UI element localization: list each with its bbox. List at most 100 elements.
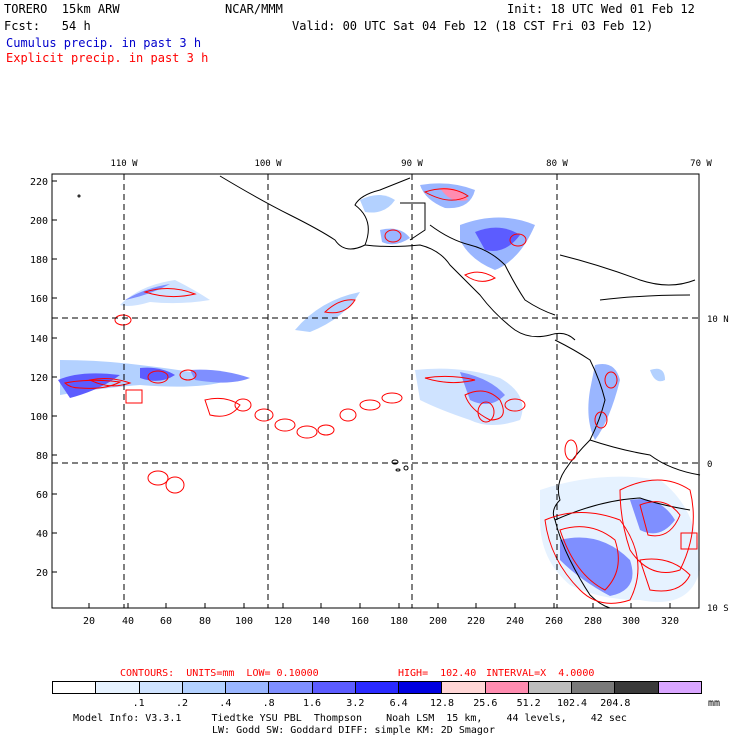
shade-region bbox=[190, 369, 250, 383]
contour-high: HIGH= 102.40 bbox=[398, 668, 477, 679]
x-tick-label: 320 bbox=[661, 616, 679, 627]
contour-line bbox=[504, 398, 526, 412]
colorbar-label: 12.8 bbox=[429, 698, 455, 709]
lon-label: 100 W bbox=[254, 159, 282, 169]
cumulus-legend: Cumulus precip. in past 3 h bbox=[6, 36, 202, 50]
colorbar-cell bbox=[399, 682, 443, 693]
shade-region bbox=[475, 227, 520, 251]
coastline-central-america-east bbox=[429, 224, 556, 316]
contour-line bbox=[114, 314, 132, 326]
contour-line bbox=[619, 479, 694, 573]
shade-region bbox=[415, 368, 523, 425]
contour-line bbox=[147, 370, 169, 384]
coastline-mexico bbox=[219, 175, 411, 250]
colorbar-cell bbox=[615, 682, 659, 693]
contour-line bbox=[477, 401, 495, 423]
model-title: TORERO 15km ARW bbox=[4, 2, 120, 16]
x-tick-label: 240 bbox=[506, 616, 524, 627]
colorbar-label: .1 bbox=[132, 698, 145, 709]
contour-line bbox=[254, 408, 274, 422]
contour-line bbox=[323, 299, 356, 314]
colorbar-label: .2 bbox=[175, 698, 189, 709]
x-tick-label: 260 bbox=[545, 616, 563, 627]
colorbar-label: 1.6 bbox=[302, 698, 322, 709]
shade-region bbox=[58, 373, 120, 398]
colorbar-cell bbox=[355, 682, 400, 693]
contour-line bbox=[339, 408, 357, 422]
colorbar bbox=[52, 681, 702, 694]
x-tick-label: 200 bbox=[429, 616, 447, 627]
x-tick-label: 180 bbox=[390, 616, 408, 627]
contour-line bbox=[564, 439, 578, 461]
y-tick-label: 120 bbox=[30, 373, 48, 384]
lat-lon-grid bbox=[52, 174, 699, 608]
explicit-legend: Explicit precip. in past 3 h bbox=[6, 51, 209, 65]
x-tick-label: 100 bbox=[235, 616, 253, 627]
contour-line bbox=[179, 369, 197, 381]
x-tick-label: 40 bbox=[122, 616, 134, 627]
precip-shading bbox=[58, 183, 700, 602]
colorbar-cell bbox=[96, 682, 140, 693]
y-tick-label: 220 bbox=[30, 177, 48, 188]
model-physics: LW: Godd SW: Goddard DIFF: simple KM: 2D… bbox=[212, 725, 495, 736]
colorbar-cell bbox=[139, 682, 183, 693]
x-tick-label: 80 bbox=[199, 616, 211, 627]
colorbar-unit: mm bbox=[707, 698, 721, 709]
contour-line bbox=[594, 411, 608, 429]
contour-line bbox=[384, 229, 402, 243]
lat-label: 0 bbox=[707, 460, 712, 470]
contour-interval: INTERVAL=X 4.0000 bbox=[486, 668, 595, 679]
org-label: NCAR/MMM bbox=[225, 2, 283, 16]
contour-line bbox=[359, 399, 381, 411]
contour-line bbox=[234, 398, 252, 412]
contour-line bbox=[464, 271, 496, 282]
colorbar-cell bbox=[528, 682, 573, 693]
lon-label: 70 W bbox=[690, 159, 712, 169]
coastline-colombia bbox=[554, 339, 606, 471]
colorbar-label: 25.6 bbox=[473, 698, 498, 709]
y-tick-label: 40 bbox=[36, 529, 48, 540]
coastline-ecuador bbox=[552, 469, 571, 561]
clipperton bbox=[77, 194, 81, 198]
contour-line bbox=[424, 375, 476, 384]
shade-region bbox=[140, 367, 175, 381]
shade-region bbox=[440, 187, 468, 201]
y-tick-label: 100 bbox=[30, 412, 48, 423]
plot-frame bbox=[51, 173, 700, 609]
coastline-yucatan bbox=[400, 202, 426, 241]
forecast-hour: Fcst: 54 h bbox=[4, 19, 91, 33]
coastlines bbox=[77, 175, 701, 609]
model-info: Model Info: V3.3.1 Tiedtke YSU PBL Thomp… bbox=[73, 713, 627, 724]
colorbar-label: 6.4 bbox=[389, 698, 408, 709]
tick-marks bbox=[52, 180, 671, 608]
contour-line bbox=[423, 188, 469, 201]
contour-line bbox=[296, 425, 318, 439]
contour-line bbox=[165, 476, 185, 494]
colorbar-cell bbox=[572, 682, 616, 693]
contour-line bbox=[147, 470, 169, 486]
contour-units: CONTOURS: UNITS=mm LOW= 0.10000 bbox=[120, 668, 319, 679]
contour-line bbox=[639, 501, 681, 537]
y-tick-label: 200 bbox=[30, 216, 48, 227]
lon-label: 110 W bbox=[110, 159, 138, 169]
init-time: Init: 18 UTC Wed 01 Feb 12 bbox=[507, 2, 695, 16]
lat-label: 10 S bbox=[707, 604, 729, 614]
contour-line bbox=[317, 424, 335, 436]
contour-line bbox=[274, 418, 296, 432]
x-tick-label: 300 bbox=[622, 616, 640, 627]
colorbar-cell bbox=[53, 682, 97, 693]
lat-label: 10 N bbox=[707, 315, 729, 325]
colorbar-label: 102.4 bbox=[556, 698, 588, 709]
contour-line bbox=[509, 233, 527, 247]
shade-region bbox=[460, 372, 505, 404]
shade-region bbox=[120, 280, 210, 306]
contour-line bbox=[559, 526, 619, 591]
contour-line bbox=[143, 288, 197, 298]
colorbar-label: .4 bbox=[219, 698, 232, 709]
contour-line bbox=[544, 512, 639, 604]
colorbar-cell bbox=[269, 682, 313, 693]
x-tick-label: 140 bbox=[312, 616, 330, 627]
border-south-america bbox=[589, 439, 701, 476]
x-tick-label: 220 bbox=[467, 616, 485, 627]
shade-region bbox=[650, 368, 665, 382]
